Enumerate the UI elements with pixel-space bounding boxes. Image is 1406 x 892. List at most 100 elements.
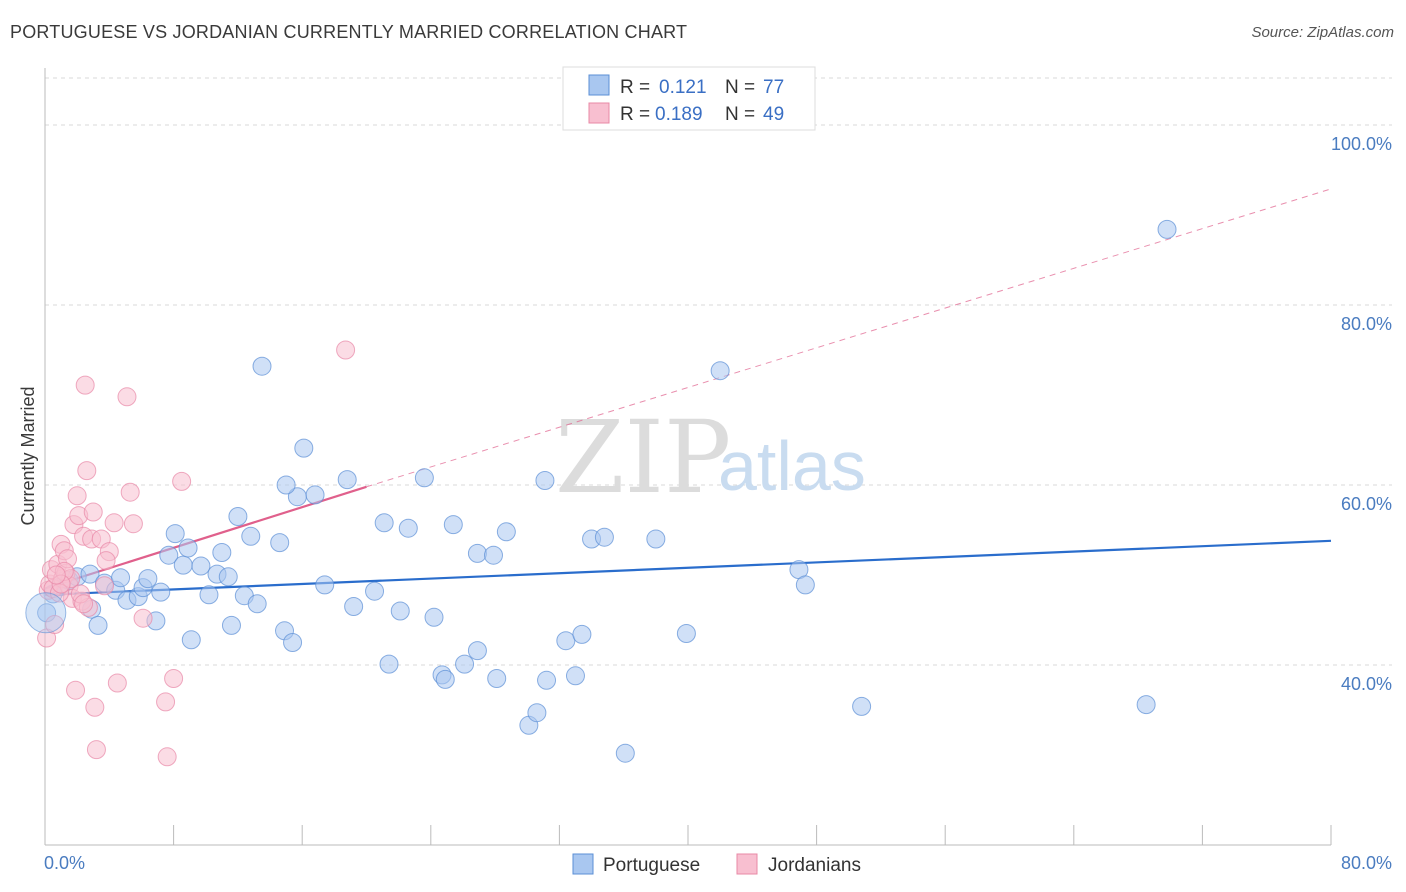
portuguese-point [252,356,272,376]
portuguese-point [483,545,503,565]
portuguese-point [487,669,507,688]
portuguese-point [496,522,516,542]
jordanian-trend-extension [366,188,1332,488]
jordanian-point [123,514,143,534]
portuguese-point [25,592,67,634]
portuguese-point [594,527,614,547]
x-tick-label: 0.0% [44,853,85,873]
portuguese-point [88,615,108,635]
y-tick-label: 40.0% [1341,674,1392,694]
portuguese-point [615,743,635,763]
portuguese-point [80,564,100,584]
portuguese-point [398,518,418,538]
data-points [25,219,1177,767]
portuguese-point [165,524,185,544]
top-legend: R = 0.121 N = 77 R = 0.189 N = 49 [562,66,816,131]
portuguese-point [228,507,248,526]
portuguese-point [276,475,296,495]
jordanian-point [117,387,137,407]
legend-n-value: 77 [763,77,784,98]
x-tick-label: 80.0% [1341,853,1392,873]
legend-swatch-portuguese [572,853,594,875]
jordanian-point [83,502,103,522]
jordanian-point [94,576,114,596]
y-axis-label: Currently Married [18,386,38,525]
portuguese-point [283,633,303,652]
portuguese-point [344,597,364,616]
y-tick-label: 80.0% [1341,314,1392,334]
jordanian-point [157,747,177,767]
portuguese-point [212,543,232,562]
legend-n-label: N = [725,104,755,125]
watermark: ZIP atlas [555,399,866,516]
legend-n-value: 49 [763,104,784,125]
portuguese-point [795,575,815,595]
x-tick-labels: 0.0% 80.0% [44,853,1392,873]
legend-swatch-portuguese [588,74,610,96]
jordanian-point [45,615,65,634]
portuguese-point [527,703,547,723]
jordanian-point [96,551,116,571]
jordanian-point [85,697,105,717]
y-tick-labels: 40.0% 60.0% 80.0% 100.0% [1331,134,1392,694]
legend-swatch-jordanians [588,102,610,124]
portuguese-point [435,669,455,689]
portuguese-point [199,585,219,605]
portuguese-point [467,543,487,563]
legend-r-value: 0.121 [659,77,707,98]
legend-r-label: R = [620,77,650,98]
jordanian-point [133,608,153,628]
jordanian-point [67,486,87,506]
portuguese-point [151,582,171,602]
legend-n-label: N = [725,77,755,98]
jordanian-point [164,669,184,688]
jordanian-point [104,513,124,533]
jordanian-point [86,740,106,760]
portuguese-point [565,666,585,686]
y-tick-label: 60.0% [1341,494,1392,514]
portuguese-point [852,696,872,716]
jordanian-point [74,594,94,614]
portuguese-point [556,631,576,651]
portuguese-point [572,624,592,644]
portuguese-point [315,575,335,595]
source-credit: Source: ZipAtlas.com [1251,24,1394,41]
portuguese-point [414,468,434,488]
legend-r-value: 0.189 [655,104,703,125]
portuguese-point [374,513,394,533]
chart-title: PORTUGUESE VS JORDANIAN CURRENTLY MARRIE… [10,22,688,42]
portuguese-point [455,654,475,674]
jordanian-point [75,375,95,395]
portuguese-point [305,485,325,505]
jordanian-point [77,461,97,481]
portuguese-point [159,545,179,565]
portuguese-point [181,630,201,650]
portuguese-point [390,601,410,621]
portuguese-point [247,594,267,614]
portuguese-point [535,471,555,490]
portuguese-point [178,538,198,558]
legend-swatch-jordanians [736,853,758,875]
portuguese-point [218,567,238,587]
portuguese-point [270,533,290,553]
portuguese-point [365,581,385,601]
portuguese-point [173,555,193,575]
portuguese-point [537,670,557,690]
portuguese-point [294,438,314,458]
jordanian-point [120,482,140,502]
portuguese-trend-line [44,539,1332,596]
portuguese-point [1136,695,1156,715]
bottom-legend: Portuguese Jordanians [572,853,861,876]
watermark-zip: ZIP [555,399,731,516]
portuguese-point [241,526,261,546]
portuguese-point [138,569,158,589]
axes [44,68,1332,846]
portuguese-point [379,654,399,674]
portuguese-point [646,529,666,549]
portuguese-point [676,624,696,643]
jordanian-point [172,471,192,491]
legend-label-jordanians: Jordanians [768,855,861,876]
portuguese-point [111,568,131,588]
jordanian-point [66,680,86,700]
